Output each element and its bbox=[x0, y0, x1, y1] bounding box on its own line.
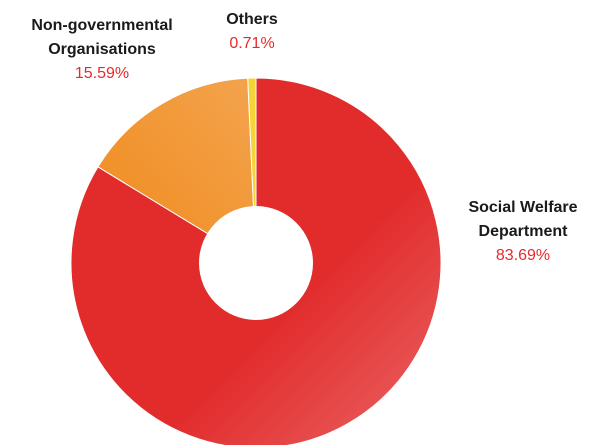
slice-label-1: Non-governmental Organisations 15.59% bbox=[31, 17, 172, 82]
donut-hole bbox=[199, 206, 313, 320]
donut-slice-highlight-0 bbox=[71, 78, 441, 445]
slice-label-0: Social Welfare Department 83.69% bbox=[468, 199, 577, 264]
donut-slice-highlight-1 bbox=[97, 78, 257, 264]
slice-value-label: 15.59% bbox=[75, 65, 129, 82]
slice-label-name-line: Social Welfare bbox=[468, 199, 577, 216]
slice-value-label: 83.69% bbox=[496, 247, 550, 264]
slice-label-name-line: Non-governmental bbox=[31, 17, 172, 34]
slice-label-name-line: Department bbox=[479, 223, 569, 240]
donut-slices bbox=[70, 77, 442, 445]
slice-label-name-line: Organisations bbox=[48, 41, 156, 58]
slice-label-name-line: Others bbox=[226, 11, 278, 28]
slice-labels: Social Welfare Department 83.69% Non-govern… bbox=[31, 11, 577, 264]
slice-label-2: Others 0.71% bbox=[226, 11, 278, 52]
slice-value-label: 0.71% bbox=[229, 35, 274, 52]
